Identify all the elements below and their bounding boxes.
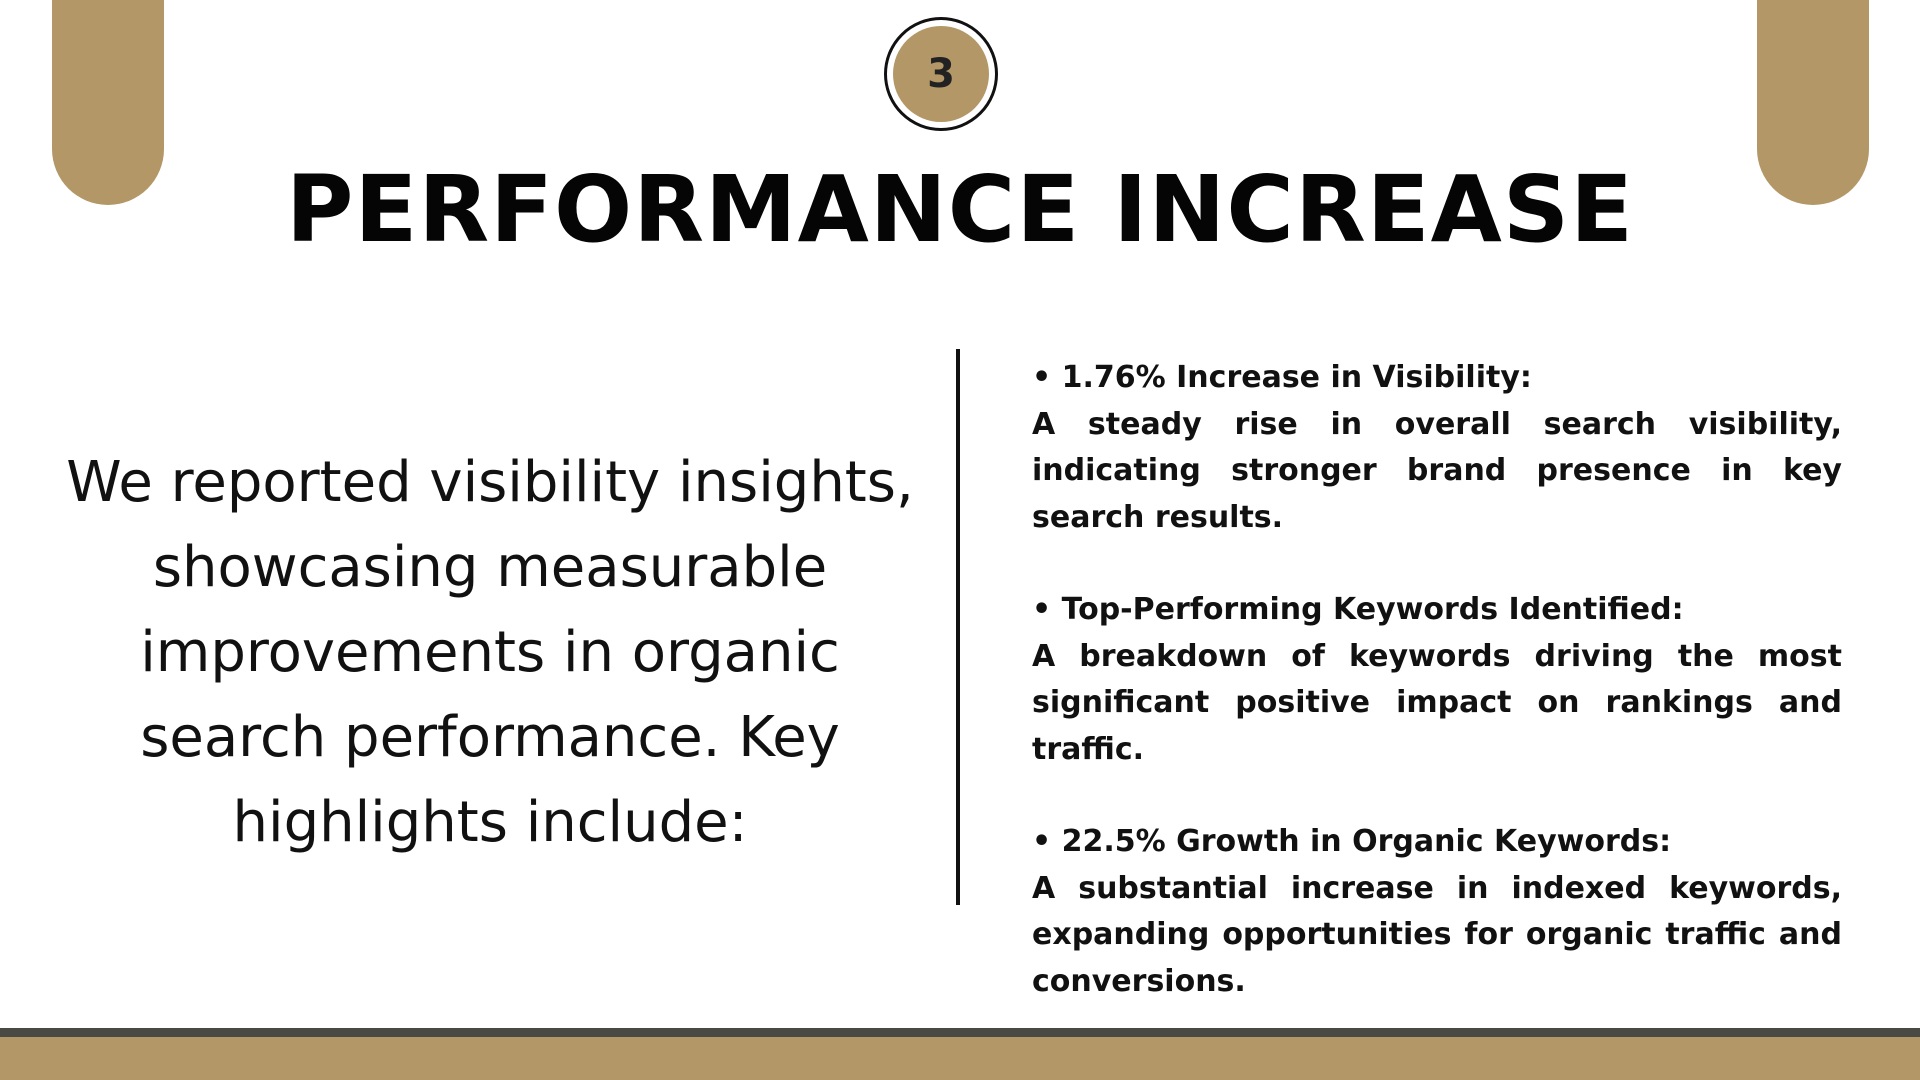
decorative-tab-right [1757,0,1869,205]
slide-number-badge: 3 [884,17,998,131]
highlight-item: • 1.76% Increase in Visibility: A steady… [1032,355,1842,541]
highlights-list: • 1.76% Increase in Visibility: A steady… [1032,355,1842,1051]
footer-divider [0,1028,1920,1037]
vertical-divider [956,349,960,905]
highlight-heading: • 1.76% Increase in Visibility: [1032,360,1532,395]
highlight-heading: • 22.5% Growth in Organic Keywords: [1032,824,1672,859]
highlight-body: A substantial increase in indexed keywor… [1032,870,1842,999]
highlight-heading: • Top-Performing Keywords Identified: [1032,592,1684,627]
highlight-body: A steady rise in overall search visibili… [1032,406,1842,535]
highlight-body: A breakdown of keywords driving the most… [1032,638,1842,767]
highlight-item: • Top-Performing Keywords Identified: A … [1032,587,1842,773]
footer-band [0,1037,1920,1080]
highlight-item: • 22.5% Growth in Organic Keywords: A su… [1032,819,1842,1005]
decorative-tab-left [52,0,164,205]
intro-text: We reported visibility insights, showcas… [66,450,914,855]
slide-title: PERFORMANCE INCREASE [286,156,1634,263]
slide-number: 3 [893,26,989,122]
